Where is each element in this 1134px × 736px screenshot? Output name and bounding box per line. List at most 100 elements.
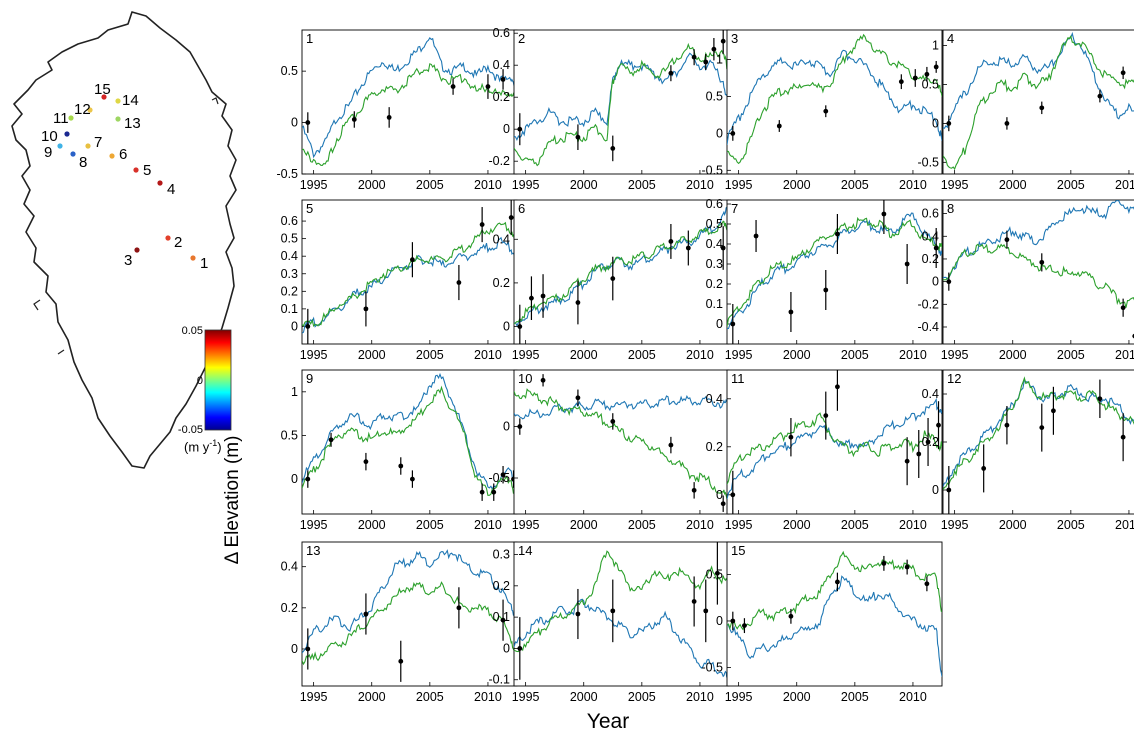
site-label-8: 8 — [79, 154, 87, 171]
data-point-2-3 — [668, 70, 674, 76]
panel-5-frame — [301, 199, 518, 345]
data-point-8-1 — [1004, 237, 1010, 243]
data-point-1-1 — [351, 117, 357, 122]
data-point-11-4 — [904, 458, 910, 464]
y-tick-label-1--0.5: -0.5 — [276, 167, 298, 181]
panel-12-frame — [942, 369, 1134, 515]
data-point-1-5 — [500, 76, 506, 82]
data-point-15-1 — [742, 623, 747, 629]
x-tick-label-6-2000: 2000 — [570, 348, 598, 362]
data-point-7-7 — [933, 245, 939, 251]
data-point-5-3 — [456, 280, 462, 285]
x-tick-label-7-2000: 2000 — [783, 348, 811, 362]
site-label-11: 11 — [53, 110, 69, 127]
y-tick-label-5-0.6: 0.6 — [281, 214, 298, 228]
x-tick-label-11-2010: 2010 — [899, 518, 927, 532]
data-point-13-1 — [363, 611, 369, 617]
panel-4: 1995 2000 2005 2010 -0.5 0 0.5 14 — [917, 29, 1134, 192]
site-label-6: 6 — [119, 146, 127, 163]
series-4-green — [943, 35, 1134, 171]
y-tick-label-5-0.4: 0.4 — [281, 249, 298, 263]
data-point-3-1 — [776, 123, 782, 129]
site-marker-7 — [85, 143, 91, 149]
y-tick-label-14-0.3: 0.3 — [493, 548, 510, 562]
colorbar-unit-prefix: (m y — [184, 439, 210, 455]
data-point-6-4 — [610, 276, 616, 281]
data-point-6-6 — [685, 245, 691, 251]
y-tick-label-10--0.5: -0.5 — [488, 471, 510, 485]
data-point-7-2 — [788, 309, 794, 315]
colorbar-tick-zero: 0 — [197, 375, 203, 387]
data-point-8-2 — [1039, 259, 1045, 265]
panel-4-frame — [942, 29, 1134, 175]
greenland-map — [11, 11, 237, 469]
x-tick-label-10-2000: 2000 — [570, 518, 598, 532]
y-tick-label-10-0: 0 — [503, 420, 510, 434]
site-marker-10 — [64, 131, 70, 137]
data-point-4-4 — [1120, 70, 1126, 76]
data-point-13-4 — [500, 617, 506, 623]
x-tick-label-6-2005: 2005 — [628, 348, 656, 362]
data-point-10-3 — [610, 419, 616, 424]
data-point-2-5 — [703, 59, 709, 65]
colorbar-unit-exponent: -1 — [209, 438, 218, 448]
data-point-6-5 — [668, 239, 674, 244]
x-tick-label-8-1995: 1995 — [941, 348, 969, 362]
series-11-blue — [727, 397, 942, 500]
data-point-3-0 — [730, 130, 736, 136]
y-tick-label-14-0: 0 — [503, 641, 510, 655]
series-8-green — [943, 243, 1134, 308]
x-tick-label-13-2005: 2005 — [416, 690, 444, 704]
y-tick-label-8-0: 0 — [932, 275, 939, 289]
panel-3-frame — [726, 29, 943, 175]
site-marker-2 — [165, 235, 171, 241]
x-tick-label-13-2000: 2000 — [358, 690, 386, 704]
x-tick-label-1-2010: 2010 — [474, 178, 502, 192]
data-point-9-1 — [328, 437, 334, 443]
y-tick-label-14-0.1: 0.1 — [493, 610, 510, 624]
y-tick-label-5-0: 0 — [291, 319, 298, 333]
x-tick-label-7-1995: 1995 — [725, 348, 753, 362]
panel-14-frame — [513, 541, 730, 687]
x-tick-label-10-1995: 1995 — [512, 518, 540, 532]
data-point-11-3 — [835, 384, 840, 390]
panels: 1995 2000 2005 2010 -0.5 0 0.5 1 1995 2000 2005 201… — [276, 26, 1134, 704]
y-tick-label-1-0.5: 0.5 — [281, 64, 298, 78]
data-point-12-3 — [1039, 425, 1045, 430]
y-tick-label-5-0.1: 0.1 — [281, 302, 298, 316]
data-point-9-0 — [305, 476, 311, 482]
site-marker-15 — [101, 94, 107, 100]
data-point-10-4 — [668, 442, 674, 448]
panel-label-4: 4 — [947, 31, 954, 46]
data-point-9-4 — [410, 476, 415, 482]
series-1-green — [302, 63, 517, 166]
data-point-11-5 — [916, 451, 922, 457]
y-tick-label-8-0.4: 0.4 — [922, 229, 939, 243]
data-point-4-3 — [1097, 93, 1103, 99]
y-tick-label-8-0.2: 0.2 — [922, 252, 939, 266]
y-tick-label-2--0.2: -0.2 — [488, 154, 510, 168]
site-marker-5 — [133, 167, 139, 173]
data-point-1-4 — [485, 84, 491, 89]
y-tick-label-15-0: 0 — [716, 614, 723, 628]
y-tick-label-9-0.5: 0.5 — [281, 428, 298, 442]
data-point-12-2 — [1004, 422, 1010, 428]
panel-14: 1995 2000 2005 2010 -0.1 0 0.1 0.2 0.3 14 — [488, 541, 730, 704]
data-point-15-4 — [881, 560, 887, 566]
x-tick-label-12-1995: 1995 — [941, 518, 969, 532]
series-15-green — [727, 550, 942, 631]
x-tick-label-6-1995: 1995 — [512, 348, 540, 362]
y-tick-label-4-1: 1 — [932, 39, 939, 53]
panel-10: 1995 2000 2005 2010 -0.5 0 10 — [488, 369, 730, 532]
site-label-1: 1 — [200, 255, 208, 272]
data-point-14-2 — [610, 608, 616, 614]
data-point-11-2 — [823, 413, 829, 418]
site-marker-11 — [68, 115, 74, 121]
panel-13-frame — [301, 541, 518, 687]
y-tick-label-5-0.3: 0.3 — [281, 267, 298, 281]
site-label-4: 4 — [167, 181, 175, 198]
y-tick-label-4-0.5: 0.5 — [922, 77, 939, 91]
data-point-2-6 — [711, 46, 717, 52]
series-14-green — [514, 550, 729, 653]
data-point-6-2 — [540, 293, 546, 299]
